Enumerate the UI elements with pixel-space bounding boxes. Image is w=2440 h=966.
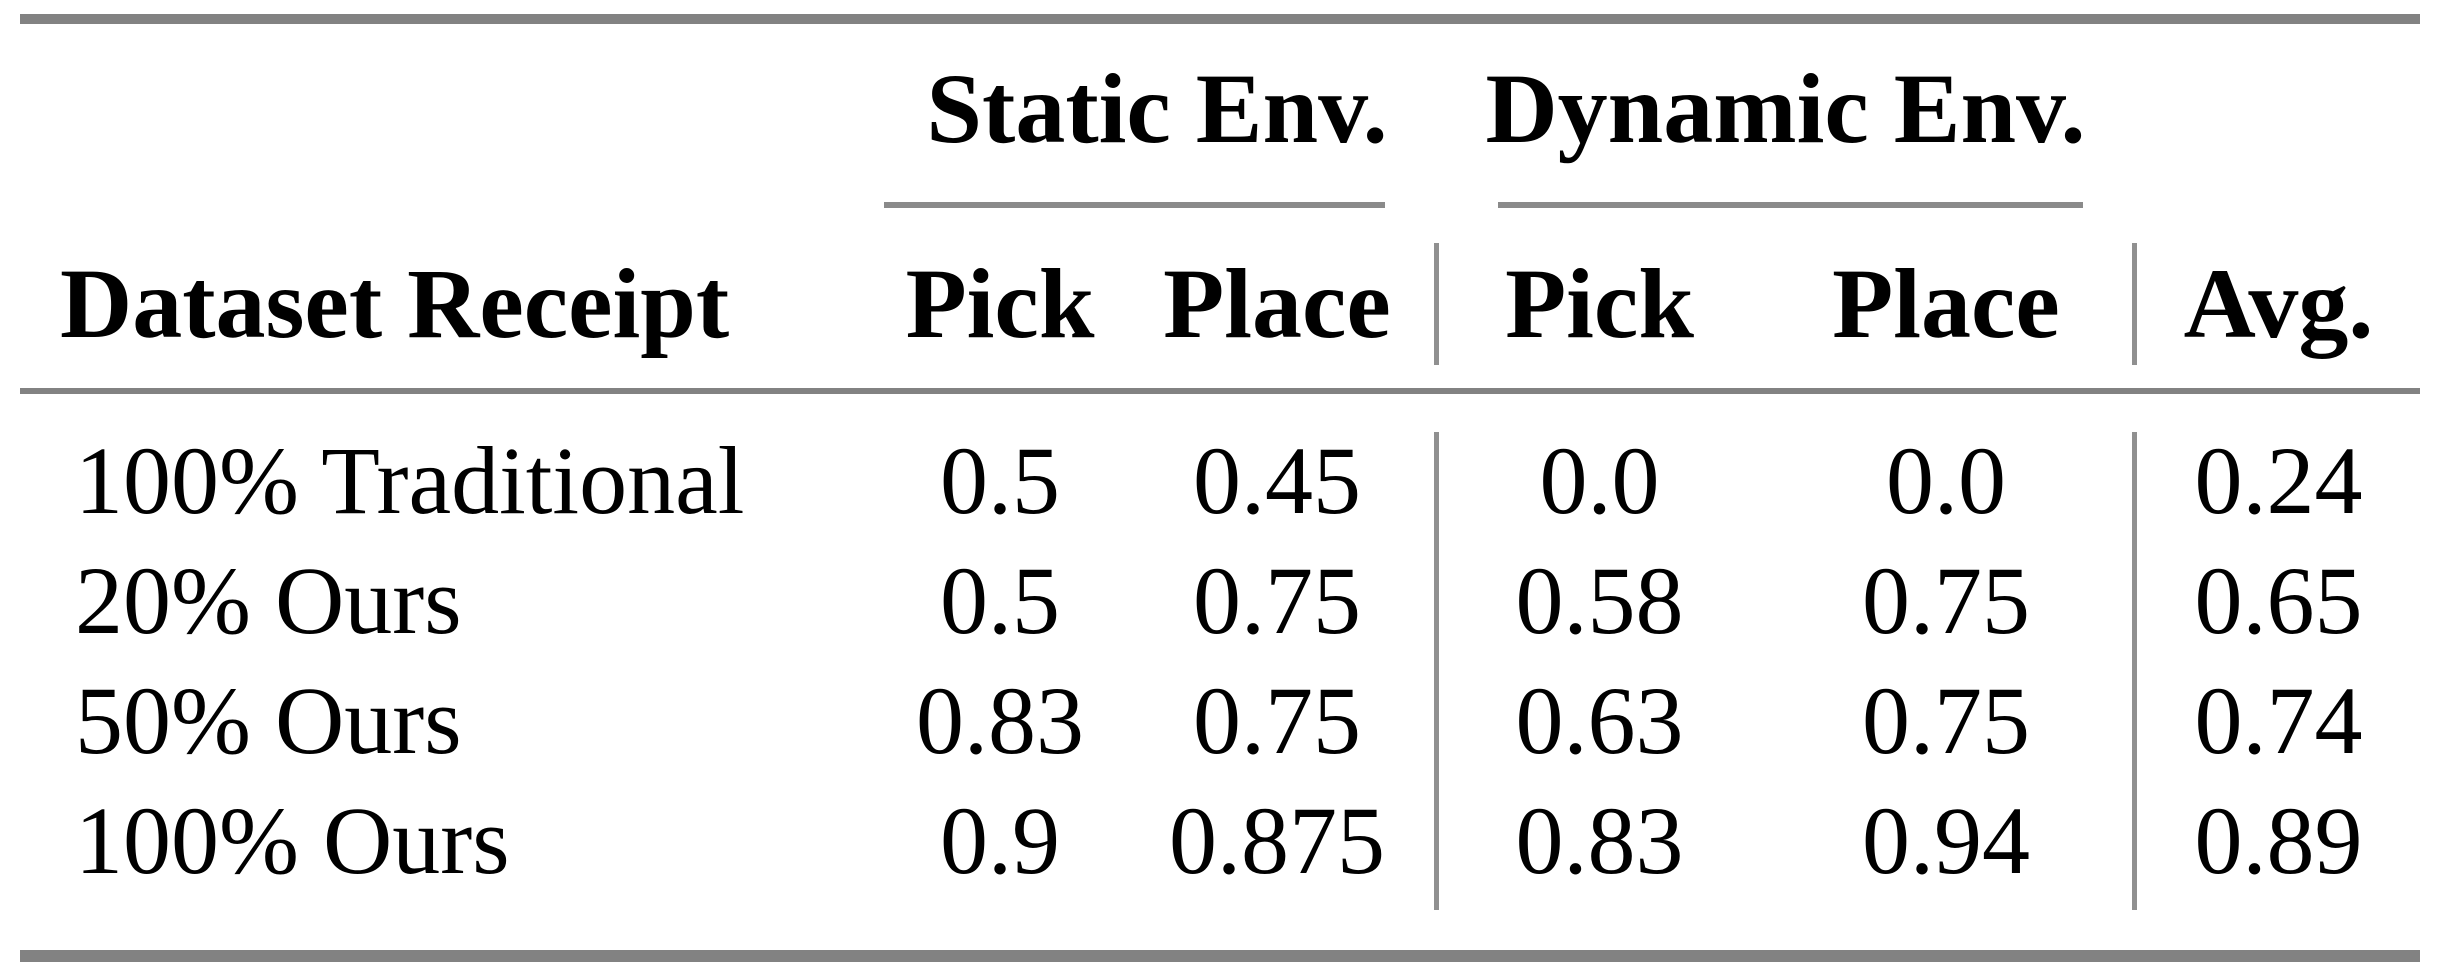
header-vertical-separator-2 <box>2132 243 2137 365</box>
static-place-value: 0.75 <box>1193 546 1361 654</box>
table-row: 100% Ours 0.9 0.875 0.83 0.94 0.89 <box>20 780 2420 900</box>
row-label: 100% Traditional <box>75 426 745 534</box>
column-header-dataset-receipt: Dataset Receipt <box>60 247 730 359</box>
column-header-dynamic-place: Place <box>1832 247 2060 359</box>
column-header-row: Dataset Receipt Pick Place Pick Place Av… <box>20 240 2420 366</box>
avg-value: 0.65 <box>2194 546 2363 654</box>
static-place-value: 0.75 <box>1193 666 1361 774</box>
dynamic-pick-value: 0.63 <box>1515 666 1684 774</box>
column-header-static-place: Place <box>1163 247 1391 359</box>
dynamic-place-value: 0.94 <box>1862 786 2030 894</box>
dynamic-pick-value: 0.58 <box>1515 546 1684 654</box>
column-header-dynamic-pick: Pick <box>1505 247 1694 359</box>
dynamic-pick-value: 0.0 <box>1539 426 1660 534</box>
static-pick-value: 0.5 <box>940 546 1060 654</box>
group-header-spacer <box>20 46 880 170</box>
dynamic-pick-value: 0.83 <box>1515 786 1684 894</box>
group-header-row: Static Env. Dynamic Env. <box>20 46 2420 170</box>
dynamic-place-value: 0.0 <box>1886 426 2006 534</box>
static-env-cmidrule <box>884 202 1385 208</box>
static-place-value: 0.875 <box>1169 786 1385 894</box>
table-mid-rule <box>20 388 2420 394</box>
column-header-static-pick: Pick <box>905 247 1095 359</box>
table-row: 20% Ours 0.5 0.75 0.58 0.75 0.65 <box>20 540 2420 660</box>
avg-value: 0.74 <box>2194 666 2363 774</box>
dynamic-place-value: 0.75 <box>1862 666 2030 774</box>
dynamic-place-value: 0.75 <box>1862 546 2030 654</box>
static-pick-value: 0.5 <box>940 426 1060 534</box>
static-pick-value: 0.83 <box>916 666 1084 774</box>
table-bottom-rule <box>20 950 2420 962</box>
group-header-dynamic-env: Dynamic Env. <box>1485 52 2086 164</box>
table-row: 100% Traditional 0.5 0.45 0.0 0.0 0.24 <box>20 420 2420 540</box>
group-header-static-env: Static Env. <box>926 52 1388 164</box>
row-label: 100% Ours <box>75 786 510 894</box>
data-vertical-separator-1 <box>1434 432 1439 910</box>
table-row: 50% Ours 0.83 0.75 0.63 0.75 0.74 <box>20 660 2420 780</box>
column-header-avg: Avg. <box>2183 247 2374 359</box>
table-top-rule <box>20 14 2420 24</box>
row-label: 50% Ours <box>75 666 462 774</box>
data-vertical-separator-2 <box>2132 432 2137 910</box>
row-label: 20% Ours <box>75 546 462 654</box>
dynamic-env-cmidrule <box>1498 202 2083 208</box>
avg-value: 0.89 <box>2194 786 2363 894</box>
static-pick-value: 0.9 <box>940 786 1060 894</box>
header-vertical-separator-1 <box>1434 243 1439 365</box>
avg-value: 0.24 <box>2194 426 2363 534</box>
static-place-value: 0.45 <box>1193 426 1361 534</box>
